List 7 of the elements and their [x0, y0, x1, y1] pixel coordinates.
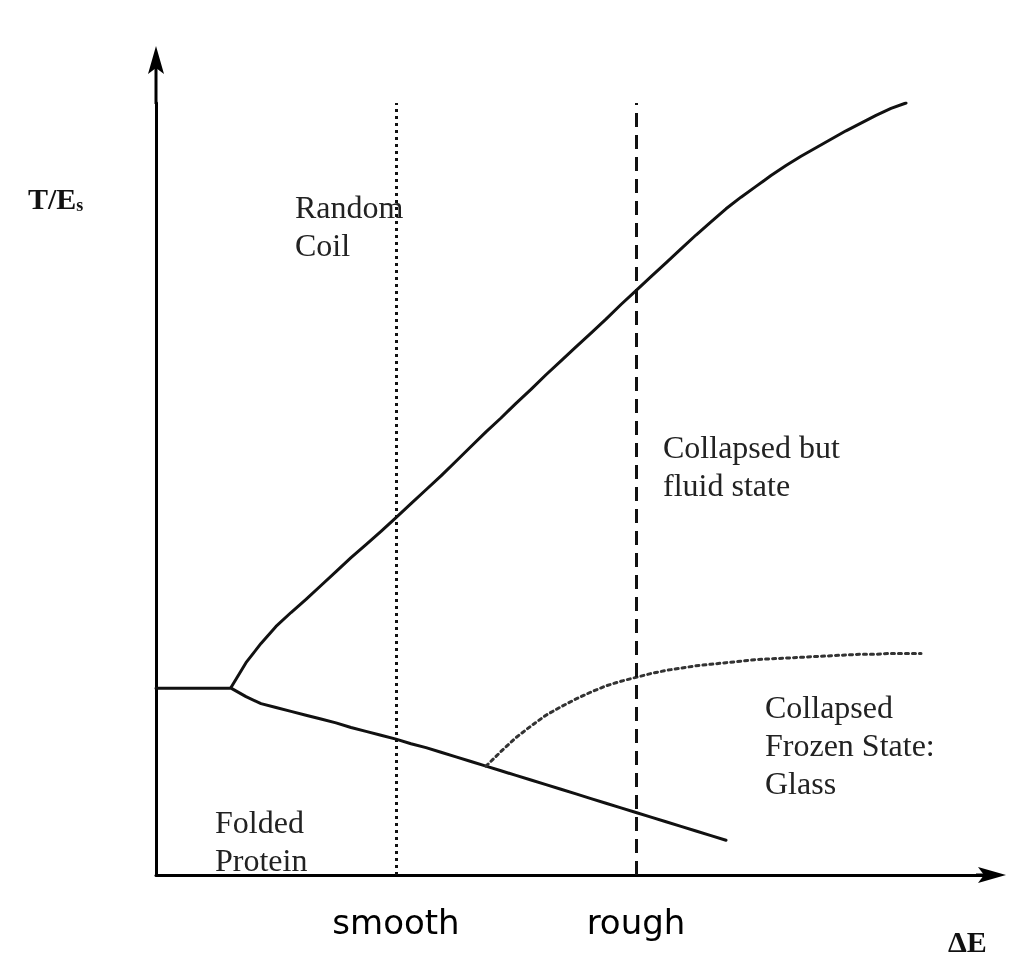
annotation: Collapsed Frozen State: Glass [765, 689, 935, 801]
x-tick-label: smooth [332, 902, 460, 942]
annotation: Collapsed but fluid state [663, 429, 840, 503]
x-tick-label: rough [586, 902, 686, 942]
annotation: Folded Protein [215, 804, 308, 878]
x-axis-title: ΔE [948, 924, 987, 958]
annotation: Random Coil [295, 189, 404, 263]
